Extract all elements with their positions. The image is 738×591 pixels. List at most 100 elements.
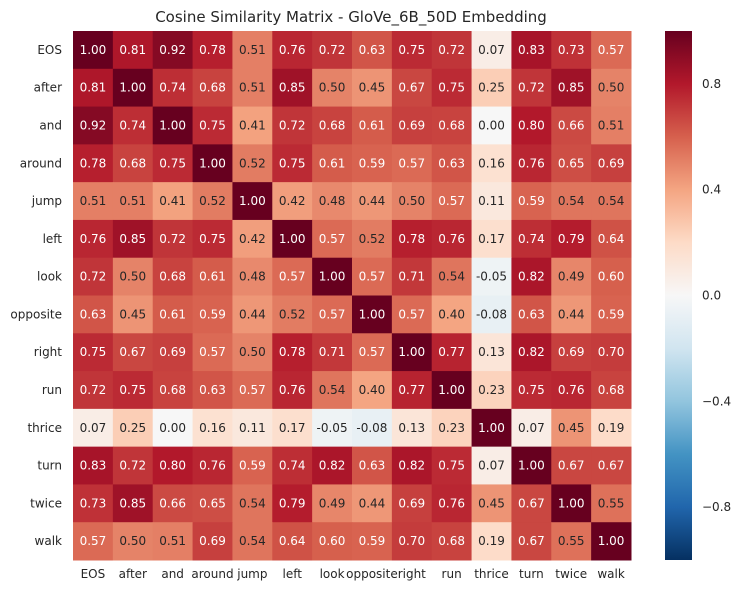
cell-value-label: 0.64 [598, 232, 625, 246]
cell-value-label: 0.81 [119, 43, 146, 57]
cell-value-label: 0.82 [518, 345, 545, 359]
cell-value-label: 0.19 [598, 421, 625, 435]
cell-value-label: 0.51 [239, 81, 266, 95]
heatmap-cell-twice-jump [232, 484, 273, 523]
cell-value-label: 0.40 [438, 307, 465, 321]
cell-value-label: 0.55 [598, 496, 625, 510]
heatmap-cell-right-jump [232, 333, 273, 372]
heatmap-cell-and-and [152, 106, 194, 145]
heatmap-cell-opposite-look [312, 295, 353, 334]
cell-value-label: 0.60 [598, 270, 625, 284]
heatmap-cell-turn-thrice [471, 446, 512, 485]
heatmap-cell-look-twice [551, 257, 592, 296]
heatmap-cell-opposite-turn [511, 295, 552, 334]
y-tick-label-twice: twice [30, 496, 62, 510]
y-tick-label-run: run [42, 383, 62, 397]
heatmap-cell-left-around [192, 219, 233, 259]
cell-value-label: 0.51 [80, 194, 107, 208]
heatmap-cell-walk-after [112, 522, 154, 561]
cell-value-label: 0.69 [398, 496, 425, 510]
heatmap-cell-left-right [391, 219, 433, 259]
x-tick-label-jump: jump [236, 567, 267, 581]
heatmap-cell-left-thrice [471, 219, 512, 259]
heatmap-cell-EOS-turn [511, 31, 552, 70]
cell-value-label: 0.75 [398, 43, 425, 57]
cell-value-label: 0.00 [478, 118, 505, 132]
cell-value-label: 0.50 [319, 81, 346, 95]
cell-value-label: 0.75 [199, 118, 226, 132]
cell-value-label: 1.00 [159, 118, 186, 132]
heatmap-cell-EOS-opposite [352, 31, 393, 70]
colorbar-tick-label: −0.8 [702, 500, 731, 514]
heatmap-cell-thrice-EOS [73, 408, 114, 448]
cell-value-label: 0.68 [438, 534, 465, 548]
heatmap-cell-thrice-look [312, 408, 353, 448]
cell-value-label: 0.75 [438, 459, 465, 473]
heatmap-cell-right-turn [511, 333, 552, 372]
heatmap-cell-left-jump [232, 219, 273, 259]
heatmap-cell-turn-EOS [73, 446, 114, 485]
x-tick-label-turn: turn [519, 567, 544, 581]
cell-value-label: 0.78 [80, 156, 107, 170]
heatmap-cell-run-walk [591, 371, 632, 410]
heatmap-cell-and-EOS [73, 106, 114, 145]
x-tick-label-twice: twice [555, 567, 587, 581]
heatmap-cell-twice-opposite [352, 484, 393, 523]
cell-value-label: 0.85 [558, 81, 585, 95]
heatmap-cell-jump-turn [511, 182, 552, 221]
heatmap-cell-after-look [312, 68, 353, 108]
cell-value-label: 0.57 [598, 43, 625, 57]
heatmap-cell-left-twice [551, 219, 592, 259]
heatmap-cell-around-right [391, 144, 433, 183]
cell-value-label: 0.78 [398, 232, 425, 246]
heatmap-cell-right-EOS [73, 333, 114, 372]
heatmap-cell-jump-walk [591, 182, 632, 221]
cell-value-label: 0.59 [518, 194, 545, 208]
y-tick-label-look: look [37, 270, 62, 284]
y-tick-label-after: after [34, 81, 62, 95]
heatmap-cell-right-after [112, 333, 154, 372]
heatmap-cell-opposite-run [431, 295, 473, 334]
cell-value-label: 0.57 [398, 156, 425, 170]
cell-value-label: 0.07 [478, 459, 505, 473]
cell-value-label: 0.85 [119, 496, 146, 510]
y-tick-label-left: left [43, 232, 63, 246]
heatmap-cell-look-jump [232, 257, 273, 296]
cell-value-label: 0.55 [558, 534, 585, 548]
cell-value-label: 0.11 [478, 194, 505, 208]
heatmap-cell-EOS-twice [551, 31, 592, 70]
heatmap-cell-look-after [112, 257, 154, 296]
heatmap-cell-walk-thrice [471, 522, 512, 561]
heatmap-cell-right-look [312, 333, 353, 372]
cell-value-label: 0.63 [80, 307, 107, 321]
cell-value-label: 1.00 [478, 421, 505, 435]
cell-value-label: 0.66 [159, 496, 186, 510]
cell-value-label: 0.52 [239, 156, 266, 170]
heatmap-cell-turn-jump [232, 446, 273, 485]
cell-value-label: 0.76 [438, 232, 465, 246]
heatmap-cell-twice-twice [551, 484, 592, 523]
heatmap-cell-jump-after [112, 182, 154, 221]
heatmap-cell-thrice-run [431, 408, 473, 448]
x-axis-tick-labels: EOS after and around jump left look opposite rig… [81, 567, 625, 581]
heatmap-cell-jump-opposite [352, 182, 393, 221]
heatmap-cell-left-opposite [352, 219, 393, 259]
cell-value-label: 0.92 [80, 118, 107, 132]
cell-value-label: 0.72 [518, 81, 545, 95]
heatmap-cell-twice-after [112, 484, 154, 523]
heatmap-cell-turn-and [152, 446, 194, 485]
y-tick-label-opposite: opposite [10, 307, 62, 321]
heatmap-cell-look-opposite [352, 257, 393, 296]
cell-value-label: 0.54 [438, 270, 465, 284]
heatmap-cell-jump-jump [232, 182, 273, 221]
heatmap-cell-left-look [312, 219, 353, 259]
cell-value-label: -0.08 [356, 421, 387, 435]
cell-value-label: 0.44 [359, 496, 386, 510]
cell-value-label: 1.00 [359, 307, 386, 321]
cell-value-label: 0.67 [518, 496, 545, 510]
heatmap-cell-around-and [152, 144, 194, 183]
cell-value-label: 1.00 [80, 43, 107, 57]
cell-value-label: 0.75 [159, 156, 186, 170]
cell-value-label: 0.67 [518, 534, 545, 548]
